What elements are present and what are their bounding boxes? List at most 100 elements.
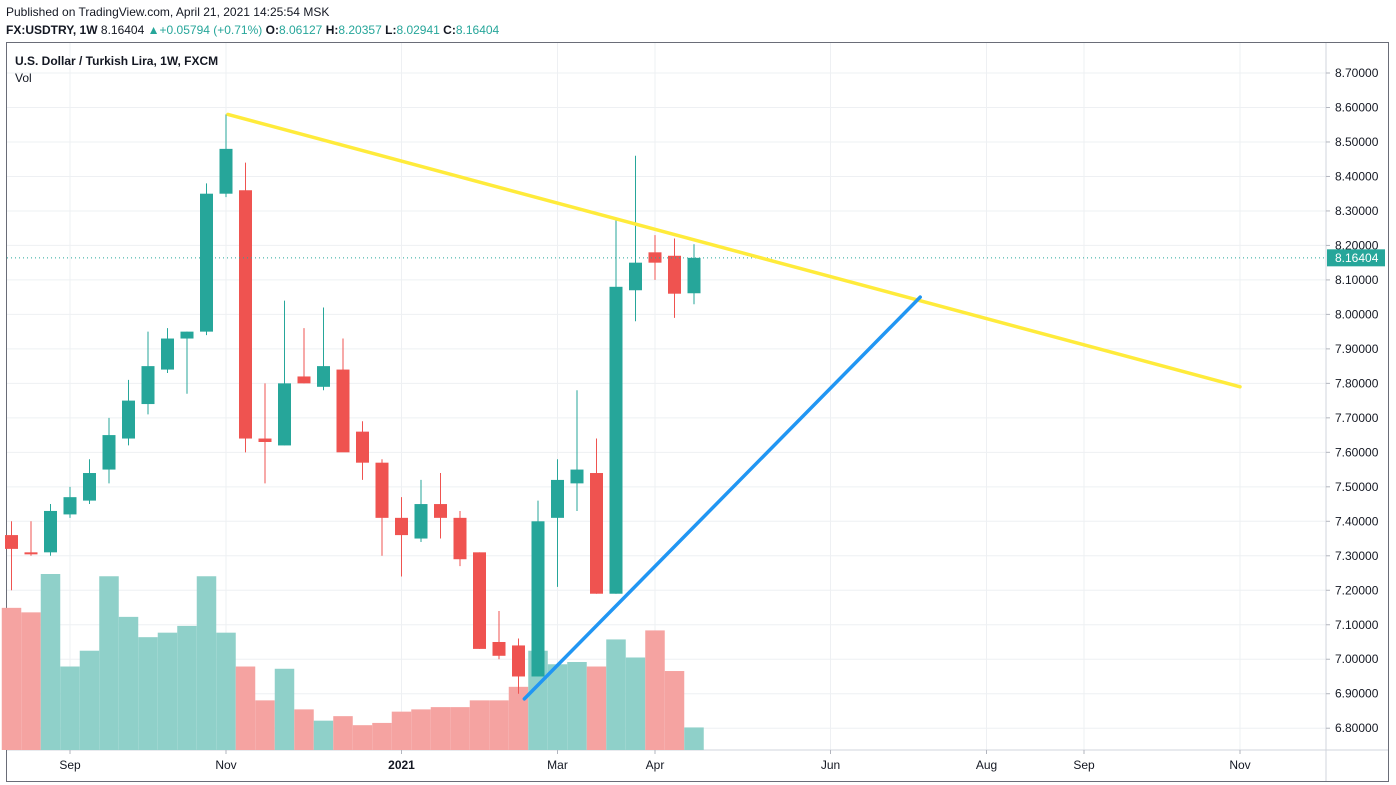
volume-bar (118, 616, 139, 750)
y-tick-label: 7.20000 (1335, 583, 1379, 597)
volume-bar (21, 612, 41, 750)
volume-bar (99, 576, 119, 750)
volume-bar (79, 650, 100, 750)
y-tick-label: 7.50000 (1335, 480, 1379, 494)
y-tick-label: 7.10000 (1335, 618, 1379, 632)
volume-bar (606, 639, 626, 750)
candle-body (590, 473, 603, 594)
volume-bar (450, 707, 470, 750)
x-tick-label: Nov (215, 758, 236, 772)
volume-bar (274, 668, 295, 750)
volume-bar (196, 576, 217, 750)
volume-bar (684, 727, 704, 750)
volume-bar (40, 574, 61, 750)
x-tick-label: Sep (59, 758, 81, 772)
candle-body (24, 552, 38, 555)
candle-body (531, 521, 545, 677)
candle-body (375, 462, 389, 518)
volume-bar (157, 632, 178, 750)
current-price-label-bg (1327, 249, 1385, 267)
candle-body (492, 641, 506, 656)
close-value: 8.16404 (455, 23, 500, 37)
volume-bar (352, 725, 373, 750)
volume-bar (216, 632, 236, 750)
x-tick-label: Sep (1073, 758, 1095, 772)
open-value: 8.06127 (278, 23, 323, 37)
y-tick-label: 8.30000 (1335, 204, 1379, 218)
x-tick-label: 2021 (388, 758, 415, 772)
volume-bar (313, 720, 334, 750)
candle-body (63, 497, 77, 515)
volume-bar (60, 666, 80, 750)
candle-body (278, 383, 291, 446)
volume-bar (333, 716, 353, 750)
last-price: 8.16404 (100, 23, 145, 37)
x-tick-label: Mar (547, 758, 568, 772)
x-tick-label: Aug (976, 758, 997, 772)
low-label: L: (385, 23, 397, 37)
y-tick-label: 6.90000 (1335, 687, 1379, 701)
candle-body (434, 504, 447, 518)
current-price-label: 8.16404 (1335, 251, 1379, 265)
candle-body (219, 148, 233, 194)
candle-body (336, 369, 350, 453)
volume-bar (508, 686, 529, 750)
y-tick-label: 7.60000 (1335, 445, 1379, 459)
volume-bar (255, 700, 275, 750)
candle-body (395, 517, 408, 536)
trendline-resistance[interactable] (226, 112, 1242, 389)
candle-body (629, 262, 642, 291)
x-tick-label: Apr (646, 758, 665, 772)
candle-body (356, 431, 369, 463)
volume-bar (489, 700, 509, 750)
symbol-ohlc-bar: FX:USDTRY, 1W 8.16404 ▲+0.05794 (+0.71%)… (6, 23, 499, 37)
y-tick-label: 8.20000 (1335, 238, 1379, 252)
volume-bar (430, 707, 451, 750)
candle-body (297, 376, 311, 384)
volume-bar (294, 709, 314, 750)
candle-body (414, 504, 428, 539)
y-tick-label: 7.70000 (1335, 411, 1379, 425)
candle-body (180, 331, 194, 339)
volume-legend: Vol (15, 71, 32, 85)
volume-bar (469, 700, 490, 750)
candle-body (122, 400, 135, 439)
candle-body (161, 338, 174, 370)
y-tick-label: 8.10000 (1335, 273, 1379, 287)
candle-body (200, 193, 213, 332)
x-tick-label: Jun (821, 758, 840, 772)
chart-frame (6, 42, 1389, 782)
candle-body (317, 366, 330, 387)
volume-bar (372, 722, 392, 750)
y-tick-label: 7.80000 (1335, 376, 1379, 390)
y-tick-label: 8.60000 (1335, 100, 1379, 114)
volume-bar (567, 662, 587, 750)
y-tick-label: 7.00000 (1335, 652, 1379, 666)
y-tick-label: 8.50000 (1335, 135, 1379, 149)
open-label: O: (265, 23, 279, 37)
y-tick-label: 8.70000 (1335, 66, 1379, 80)
high-label: H: (325, 23, 339, 37)
volume-bar (235, 666, 256, 750)
volume-bar (664, 671, 685, 750)
price-change: +0.05794 (+0.71%) (159, 23, 263, 37)
volume-bar (645, 630, 665, 750)
y-tick-label: 7.40000 (1335, 514, 1379, 528)
y-tick-label: 7.90000 (1335, 342, 1379, 356)
candle-body (102, 435, 116, 470)
published-info: Published on TradingView.com, April 21, … (6, 5, 330, 19)
candle-body (668, 255, 681, 294)
y-tick-label: 6.80000 (1335, 721, 1379, 735)
symbol-label[interactable]: FX:USDTRY, 1W (6, 23, 98, 37)
volume-bar (625, 657, 646, 750)
candle-body (258, 438, 272, 442)
candle-body (239, 190, 252, 439)
y-tick-label: 8.00000 (1335, 307, 1379, 321)
trendline-support[interactable] (522, 295, 922, 701)
candle-body (473, 552, 486, 649)
up-arrow-icon: ▲ (147, 23, 160, 37)
y-tick-label: 7.30000 (1335, 549, 1379, 563)
candle-body (141, 366, 155, 405)
candle-body (512, 645, 525, 677)
